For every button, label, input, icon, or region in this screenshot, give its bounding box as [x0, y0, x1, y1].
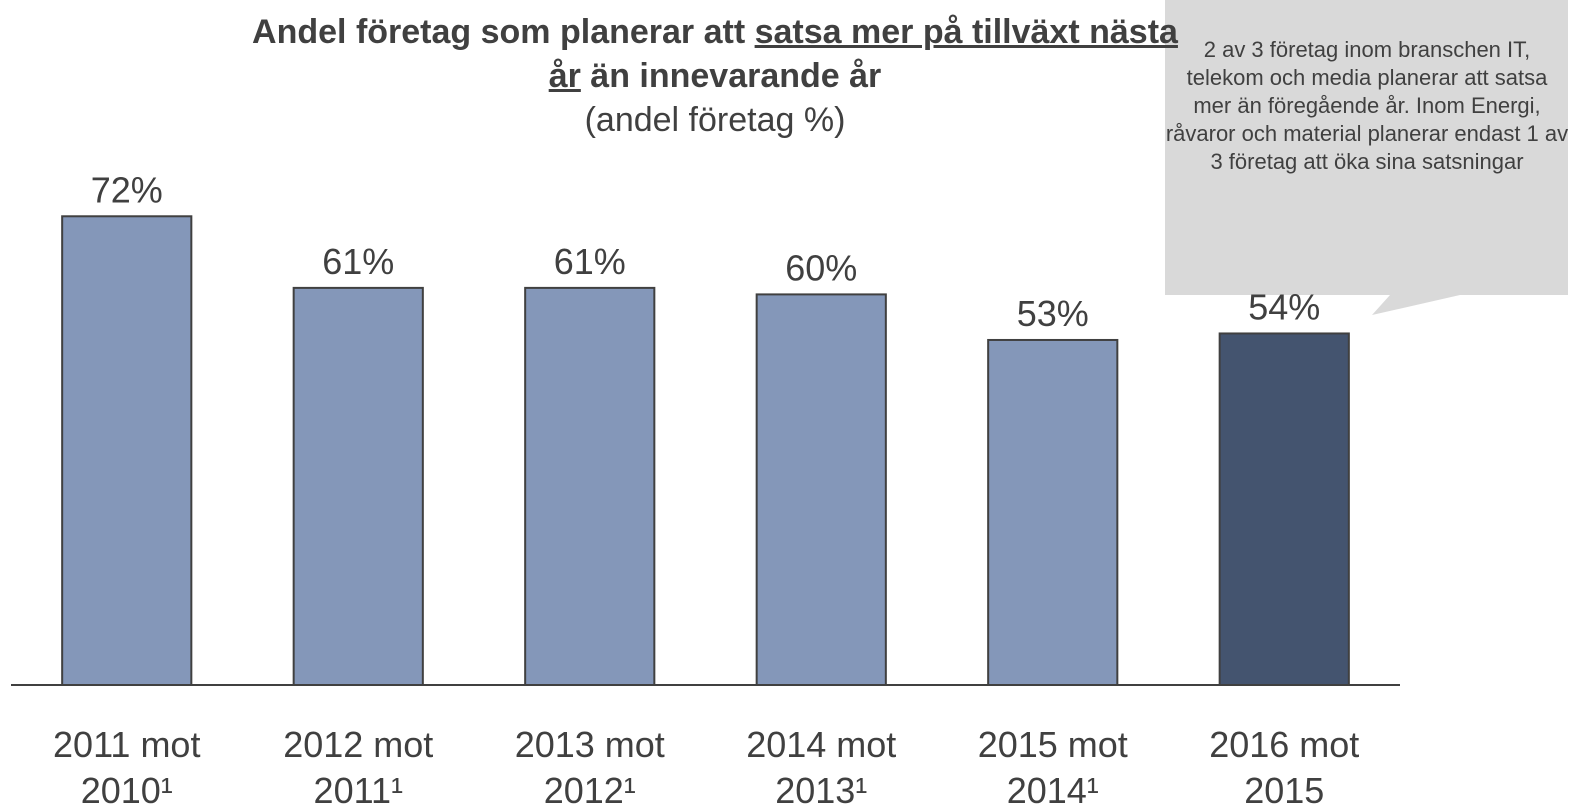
x-tick-label: 2015 mot 2014¹	[977, 724, 1128, 811]
value-label: 72%	[91, 169, 163, 210]
value-label: 60%	[785, 247, 857, 288]
annotation: 2 av 3 företag inom branschen IT, teleko…	[1165, 37, 1569, 174]
x-tick-label: 2014 mot 2013¹	[746, 724, 897, 811]
title-emphasis: satsa mer på tillväxt nästa år	[548, 13, 1178, 95]
bar	[1218, 332, 1350, 686]
bar	[755, 293, 887, 686]
title-end: än innevarande år	[590, 57, 882, 95]
callout-box	[1165, 0, 1568, 315]
bar	[61, 215, 193, 686]
value-label: 53%	[1017, 293, 1089, 334]
x-tick-label: 2011 mot 2010¹	[53, 724, 201, 811]
value-label: 61%	[554, 241, 626, 282]
x-tick-label: 2016 mot 2015	[1209, 724, 1360, 811]
bar	[524, 286, 656, 686]
chart-title: Andel företag som planerar att satsa mer…	[250, 10, 1180, 142]
bar	[292, 286, 424, 686]
title-start: Andel företag som planerar att	[252, 13, 746, 51]
bar	[987, 338, 1119, 686]
subtitle: (andel företag %)	[584, 101, 846, 139]
value-label: 54%	[1248, 286, 1320, 327]
x-tick-label: 2013 mot 2012¹	[514, 724, 665, 811]
x-tick-label: 2012 mot 2011¹	[283, 724, 434, 811]
value-label: 61%	[322, 241, 394, 282]
